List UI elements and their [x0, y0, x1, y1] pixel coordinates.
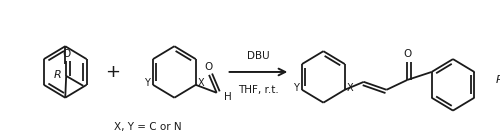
Text: X: X: [198, 78, 205, 88]
Text: Y: Y: [144, 78, 150, 88]
Text: O: O: [204, 62, 212, 72]
Text: Y: Y: [294, 83, 300, 93]
Text: R: R: [54, 70, 62, 80]
Text: +: +: [105, 63, 120, 81]
Text: DBU: DBU: [247, 51, 270, 61]
Text: THF, r.t.: THF, r.t.: [238, 85, 279, 95]
Text: R: R: [495, 75, 500, 85]
Text: O: O: [62, 49, 70, 59]
Text: O: O: [404, 49, 411, 59]
Text: X: X: [347, 83, 354, 93]
Text: X, Y = C or N: X, Y = C or N: [114, 122, 182, 132]
Text: H: H: [224, 92, 232, 102]
